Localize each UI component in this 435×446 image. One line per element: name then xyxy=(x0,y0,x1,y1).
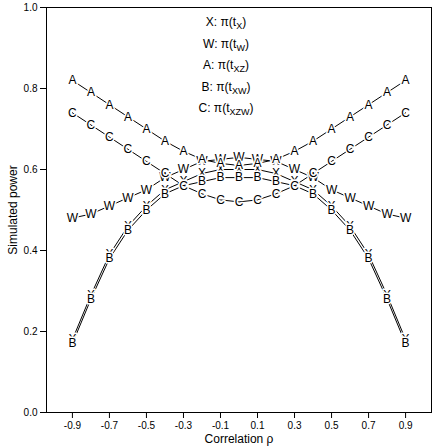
svg-text:0.3: 0.3 xyxy=(288,420,302,431)
svg-text:X: π(tX): X: π(tX) xyxy=(206,15,246,31)
svg-text:B: B xyxy=(383,292,391,306)
svg-text:B: B xyxy=(161,187,169,201)
svg-text:C: C xyxy=(179,179,188,193)
svg-text:C: C xyxy=(309,166,318,180)
svg-text:A: A xyxy=(87,85,95,99)
svg-text:W: W xyxy=(178,162,190,176)
svg-text:C: C xyxy=(124,142,133,156)
svg-text:A: π(tXZ): A: π(tXZ) xyxy=(203,58,249,74)
svg-text:Simulated power: Simulated power xyxy=(6,165,20,254)
svg-text:C: C xyxy=(105,130,114,144)
svg-text:0.6: 0.6 xyxy=(24,164,38,175)
svg-text:C: C xyxy=(68,106,77,120)
svg-text:A: A xyxy=(124,110,132,124)
svg-text:0.4: 0.4 xyxy=(24,245,38,256)
svg-text:0.1: 0.1 xyxy=(251,420,265,431)
svg-text:-0.5: -0.5 xyxy=(138,420,156,431)
svg-text:C: C xyxy=(383,118,392,132)
svg-text:W: W xyxy=(400,211,412,225)
svg-text:C: π(tXZW): C: π(tXZW) xyxy=(199,101,254,117)
svg-text:1.0: 1.0 xyxy=(24,2,38,13)
svg-text:B: B xyxy=(216,170,224,184)
svg-text:C: C xyxy=(142,154,151,168)
svg-text:W: W xyxy=(381,207,393,221)
svg-text:B: B xyxy=(198,174,206,189)
svg-text:C: C xyxy=(216,193,225,207)
svg-text:B: B xyxy=(179,179,187,193)
svg-text:0.2: 0.2 xyxy=(24,326,38,337)
svg-text:B: B xyxy=(346,223,354,237)
svg-text:W: W xyxy=(233,150,245,165)
svg-text:A: A xyxy=(179,144,187,158)
svg-text:C: C xyxy=(346,142,355,156)
svg-text:B: B xyxy=(328,203,336,217)
svg-text:C: C xyxy=(161,166,170,180)
svg-text:A: A xyxy=(254,156,262,170)
svg-text:X: X xyxy=(198,166,206,181)
svg-text:A: A xyxy=(402,73,410,87)
svg-text:A: A xyxy=(105,98,113,112)
svg-text:B: B xyxy=(402,336,410,350)
svg-text:A: A xyxy=(365,98,373,112)
svg-text:0.8: 0.8 xyxy=(24,83,38,94)
svg-text:B: B xyxy=(272,174,280,189)
svg-text:C: C xyxy=(235,195,244,209)
svg-text:A: A xyxy=(142,122,150,136)
svg-text:W: W xyxy=(363,199,375,213)
svg-text:0.0: 0.0 xyxy=(24,407,38,418)
svg-text:W: W xyxy=(85,207,97,221)
svg-text:W: W xyxy=(122,191,134,205)
svg-text:B: B xyxy=(142,203,150,217)
svg-text:C: C xyxy=(87,118,96,132)
svg-text:B: B xyxy=(68,336,76,350)
svg-text:W: W xyxy=(289,162,301,176)
svg-text:A: A xyxy=(383,85,391,99)
svg-text:0.9: 0.9 xyxy=(399,420,413,431)
svg-text:-0.7: -0.7 xyxy=(101,420,119,431)
svg-text:B: B xyxy=(124,223,132,237)
svg-text:A: A xyxy=(328,122,336,136)
svg-text:A: A xyxy=(198,152,206,166)
svg-text:C: C xyxy=(253,193,262,207)
svg-text:B: B xyxy=(254,170,262,184)
svg-text:C: C xyxy=(272,187,281,201)
svg-text:-0.3: -0.3 xyxy=(175,420,193,431)
svg-text:X: X xyxy=(272,166,280,181)
svg-text:A: A xyxy=(291,144,299,158)
svg-text:A: A xyxy=(68,73,76,87)
svg-text:-0.9: -0.9 xyxy=(64,420,82,431)
svg-text:W: π(tW): W: π(tW) xyxy=(203,37,249,53)
svg-text:B: B xyxy=(87,292,95,306)
svg-text:0.7: 0.7 xyxy=(362,420,376,431)
svg-text:B: B xyxy=(291,179,299,193)
svg-text:C: C xyxy=(290,179,299,193)
svg-text:C: C xyxy=(364,130,373,144)
svg-text:-0.1: -0.1 xyxy=(212,420,230,431)
svg-text:W: W xyxy=(141,183,153,197)
svg-text:A: A xyxy=(346,110,354,124)
svg-text:C: C xyxy=(401,106,410,120)
svg-text:B: B xyxy=(105,251,113,265)
svg-text:B: B xyxy=(309,187,317,201)
svg-text:W: W xyxy=(326,183,338,197)
svg-text:A: A xyxy=(309,134,317,148)
svg-text:C: C xyxy=(327,154,336,168)
svg-text:A: A xyxy=(216,156,224,170)
svg-text:B: B xyxy=(235,170,243,184)
svg-text:B: π(tXW): B: π(tXW) xyxy=(202,80,251,96)
svg-text:A: A xyxy=(235,158,243,173)
svg-text:B: B xyxy=(365,251,373,265)
svg-text:A: A xyxy=(161,134,169,148)
svg-text:W: W xyxy=(104,199,116,213)
svg-text:W: W xyxy=(344,191,356,205)
svg-text:0.5: 0.5 xyxy=(325,420,339,431)
svg-text:Correlation ρ: Correlation ρ xyxy=(205,432,274,446)
svg-text:C: C xyxy=(198,187,207,201)
svg-text:W: W xyxy=(67,211,79,225)
svg-text:A: A xyxy=(272,152,280,166)
